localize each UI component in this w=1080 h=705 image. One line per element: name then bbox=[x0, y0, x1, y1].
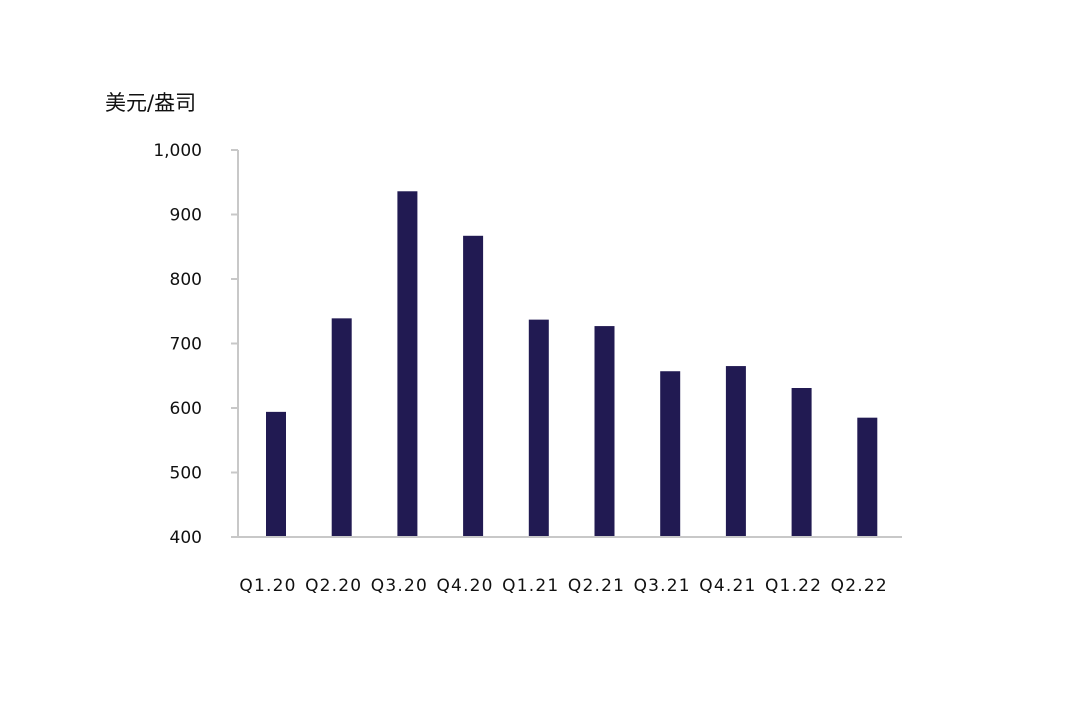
bar-q2-22 bbox=[857, 417, 878, 537]
bar-q3-21 bbox=[660, 371, 681, 537]
bars-group bbox=[266, 191, 878, 537]
y-axis-ticks: 400 500 600 700 800 900 1,000 bbox=[153, 141, 238, 548]
bar-q1-20 bbox=[266, 411, 286, 537]
bar-q2-21 bbox=[594, 326, 615, 537]
x-tick-label: Q1.22 bbox=[765, 576, 822, 596]
bar-q1-21 bbox=[528, 319, 549, 537]
x-tick-label: Q3.20 bbox=[371, 576, 428, 596]
x-tick-label: Q2.20 bbox=[305, 576, 362, 596]
bar-q1-22 bbox=[791, 388, 812, 537]
x-tick-label: Q2.22 bbox=[831, 576, 888, 596]
x-tick-label: Q4.20 bbox=[436, 576, 493, 596]
y-tick-label: 900 bbox=[170, 206, 202, 226]
y-tick-label: 400 bbox=[170, 528, 202, 548]
x-tick-label: Q1.21 bbox=[502, 576, 559, 596]
x-tick-label: Q3.21 bbox=[634, 576, 691, 596]
x-tick-label: Q1.20 bbox=[239, 576, 296, 596]
x-axis-labels: Q1.20 Q2.20 Q3.20 Q4.20 Q1.21 Q2.21 Q3.21 Q4.21… bbox=[239, 576, 888, 596]
y-tick-label: 600 bbox=[170, 399, 202, 419]
bar-q3-20 bbox=[397, 191, 418, 537]
y-tick-label: 1,000 bbox=[153, 141, 202, 161]
y-axis-label: 美元/盎司 bbox=[105, 91, 196, 115]
x-tick-label: Q2.21 bbox=[568, 576, 625, 596]
y-tick-label: 800 bbox=[170, 270, 202, 290]
bar-q4-21 bbox=[725, 366, 746, 537]
bar-q2-20 bbox=[331, 318, 352, 537]
bar-q4-20 bbox=[463, 235, 484, 537]
y-tick-label: 500 bbox=[170, 464, 202, 484]
y-tick-label: 700 bbox=[170, 335, 202, 355]
x-tick-label: Q4.21 bbox=[699, 576, 756, 596]
